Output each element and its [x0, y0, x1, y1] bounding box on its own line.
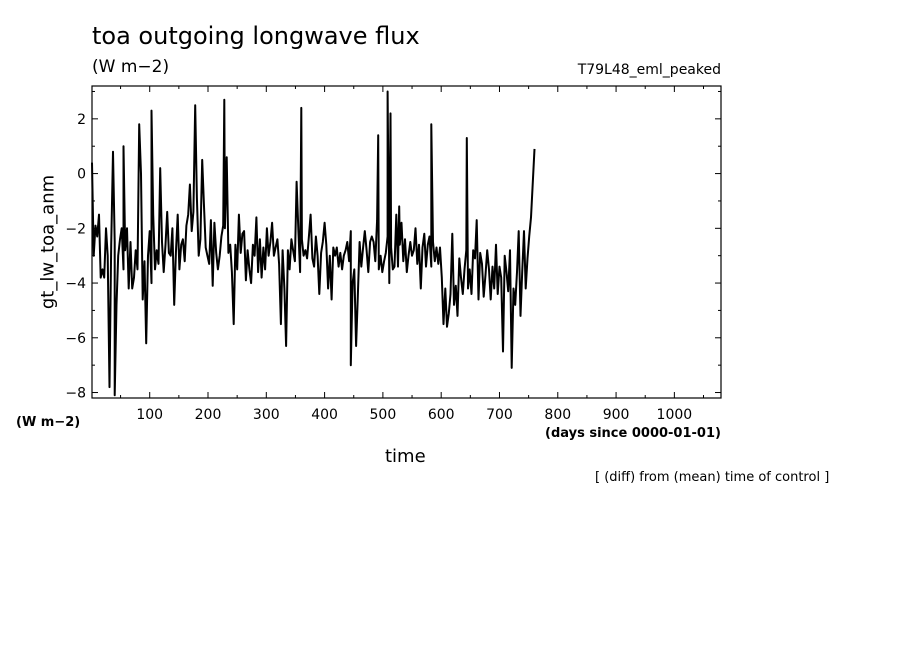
x-tick-label: 400 — [311, 407, 338, 423]
x-tick-label: 1000 — [657, 407, 693, 423]
x-tick-label: 700 — [486, 407, 513, 423]
x-tick-label: 200 — [195, 407, 222, 423]
x-tick-label: 500 — [370, 407, 397, 423]
footnote: [ (diff) from (mean) time of control ] — [595, 470, 830, 485]
x-tick-label: 300 — [253, 407, 280, 423]
y-tick-label: 2 — [77, 112, 86, 128]
series-line — [91, 90, 536, 397]
chart-title: toa outgoing longwave flux — [92, 22, 420, 50]
chart-units: (W m−2) — [92, 57, 170, 77]
y-tick-label: −6 — [65, 331, 86, 347]
y-tick-label: −2 — [65, 221, 86, 237]
x-tick-label: 900 — [603, 407, 630, 423]
y-tick-label: 0 — [77, 167, 86, 183]
x-axis-label: time — [385, 446, 426, 467]
plot-frame — [91, 85, 722, 399]
run-name: T79L48_eml_peaked — [577, 62, 721, 78]
x-tick-label: 100 — [136, 407, 163, 423]
y-axis-units: (W m−2) — [16, 415, 81, 430]
x-tick-label: 800 — [544, 407, 571, 423]
x-axis-units: (days since 0000-01-01) — [545, 426, 721, 441]
y-tick-label: −8 — [65, 386, 86, 402]
x-tick-label: 600 — [428, 407, 455, 423]
y-tick-label: −4 — [65, 276, 86, 292]
